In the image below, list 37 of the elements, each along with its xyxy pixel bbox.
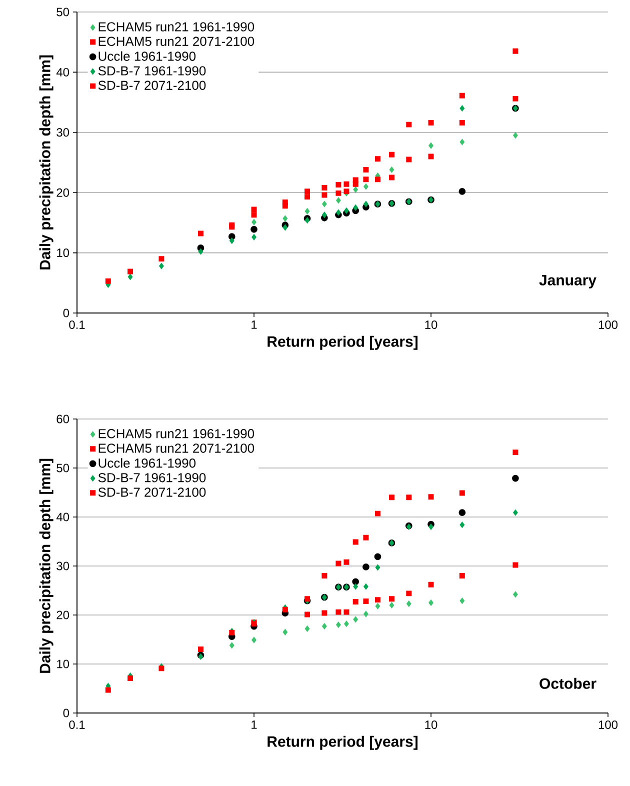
- y-tick-label: 20: [56, 188, 70, 197]
- y-axis-title: Daily precipitation depth [mm]: [39, 458, 54, 673]
- annotation: October: [540, 678, 596, 689]
- legend-label: Uccle 1961-1990: [98, 458, 196, 468]
- y-tick-label: 30: [56, 128, 70, 137]
- y-tick-label: 40: [56, 68, 70, 76]
- legend-label: ECHAM5 run21 1961-1990: [98, 22, 254, 32]
- y-axis-title: Daily precipitation depth [mm]: [39, 55, 54, 270]
- y-tick-label: 0: [63, 308, 70, 318]
- x-tick-label: 0.1: [69, 720, 85, 730]
- y-tick-label: 30: [56, 562, 70, 570]
- legend-label: ECHAM5 run21 2071-2100: [98, 36, 254, 46]
- x-tick-label: 10: [425, 720, 438, 730]
- legend-label: SD-B-7 2071-2100: [98, 488, 206, 497]
- legend-label: SD-B-7 2071-2100: [98, 80, 206, 90]
- y-tick-label: 50: [56, 464, 70, 472]
- y-tick-label: 60: [56, 414, 70, 424]
- y-tick-label: 20: [56, 610, 70, 620]
- y-tick-label: 0: [63, 708, 70, 718]
- x-tick-label: 1: [252, 320, 257, 329]
- x-tick-label: 100: [598, 320, 618, 330]
- legend-label: ECHAM5 run21 1961-1990: [98, 429, 254, 438]
- annotation: January: [539, 274, 596, 288]
- legend-label: Uccle 1961-1990: [98, 51, 196, 61]
- y-tick-label: 10: [57, 660, 70, 668]
- x-tick-label: 100: [598, 720, 618, 730]
- legend-label: SD-B-7 1961-1990: [98, 66, 206, 76]
- x-tick-label: 1: [252, 720, 257, 729]
- y-tick-label: 50: [56, 8, 70, 16]
- x-tick-label: 0.1: [69, 320, 85, 330]
- x-axis-title: Return period [years]: [268, 336, 418, 350]
- y-tick-label: 40: [56, 512, 70, 522]
- y-tick-label: 10: [57, 248, 70, 258]
- legend-label: SD-B-7 1961-1990: [98, 473, 206, 482]
- x-tick-label: 10: [425, 320, 438, 330]
- legend-label: ECHAM5 run21 2071-2100: [98, 444, 254, 453]
- x-axis-title: Return period [years]: [268, 736, 418, 750]
